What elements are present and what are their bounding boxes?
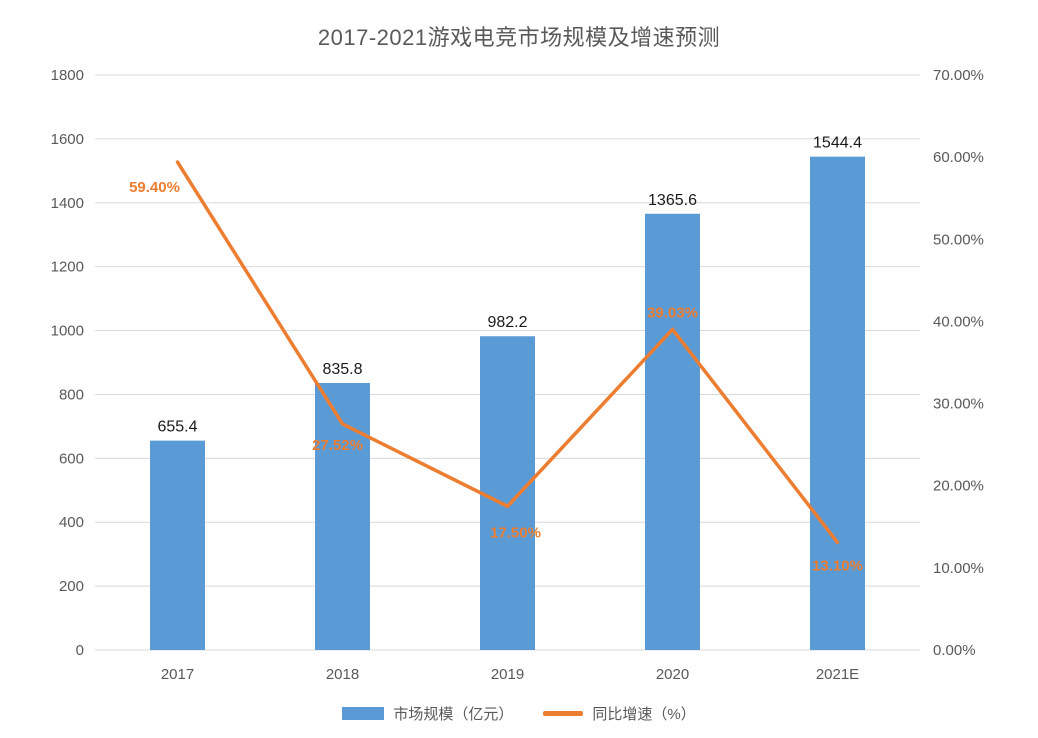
- x-axis-label: 2020: [656, 666, 689, 683]
- x-axis-label: 2019: [491, 666, 524, 683]
- right-axis-tick: 10.00%: [933, 560, 984, 577]
- bar-2020: [645, 213, 700, 650]
- bar-2021E: [810, 156, 865, 650]
- bar-2019: [480, 336, 535, 650]
- growth-value-label: 17.50%: [490, 524, 541, 541]
- bar-value-label: 655.4: [157, 419, 197, 436]
- left-axis-tick: 0: [76, 642, 84, 659]
- left-axis-tick: 200: [59, 578, 84, 595]
- growth-value-label: 27.52%: [312, 437, 363, 454]
- left-axis-tick: 400: [59, 514, 84, 531]
- right-axis-tick: 70.00%: [933, 67, 984, 84]
- chart-title: 2017-2021游戏电竞市场规模及增速预测: [317, 25, 721, 50]
- bar-series-swatch: [342, 707, 385, 720]
- growth-value-label: 39.03%: [647, 304, 698, 321]
- bar-value-label: 1365.6: [648, 192, 697, 209]
- chart-legend: 市场规模（亿元） 同比增速（%）: [0, 703, 1038, 724]
- legend-label-growth-rate: 同比增速（%）: [592, 706, 696, 723]
- plot-area: 0 200 400 600 800 1000 1200 1400 1600 1800 0.00% 10…: [51, 67, 984, 683]
- right-axis-tick: 50.00%: [933, 231, 984, 248]
- right-axis-tick: 40.00%: [933, 313, 984, 330]
- left-axis-tick: 1200: [51, 259, 84, 276]
- bar-2018: [315, 383, 370, 650]
- growth-value-label: 13.10%: [812, 557, 863, 574]
- right-axis-tick: 60.00%: [933, 149, 984, 166]
- left-axis-tick: 600: [59, 450, 84, 467]
- x-axis-label: 2021E: [816, 666, 859, 683]
- left-axis-tick: 1800: [51, 67, 84, 84]
- x-axis-label: 2017: [161, 666, 194, 683]
- legend-label-market-size: 市场规模（亿元）: [393, 706, 514, 723]
- legend-item-growth-rate: 同比增速（%）: [543, 703, 696, 724]
- growth-line: [175, 160, 840, 545]
- left-axis-tick: 1400: [51, 195, 84, 212]
- legend-item-market-size: 市场规模（亿元）: [342, 703, 513, 724]
- left-axis-tick: 800: [59, 386, 84, 403]
- growth-value-label: 59.40%: [129, 179, 180, 196]
- bar-value-label: 835.8: [322, 361, 362, 378]
- line-series-swatch: [543, 711, 584, 716]
- bar-value-label: 982.2: [487, 314, 527, 331]
- left-axis-tick: 1600: [51, 131, 84, 148]
- left-axis-tick: 1000: [51, 323, 84, 340]
- bar-2017: [150, 440, 205, 650]
- right-axis-tick: 20.00%: [933, 478, 984, 495]
- bar-value-label: 1544.4: [813, 135, 862, 152]
- right-axis-tick: 30.00%: [933, 396, 984, 413]
- right-axis-tick: 0.00%: [933, 642, 976, 659]
- x-axis-label: 2018: [326, 666, 359, 683]
